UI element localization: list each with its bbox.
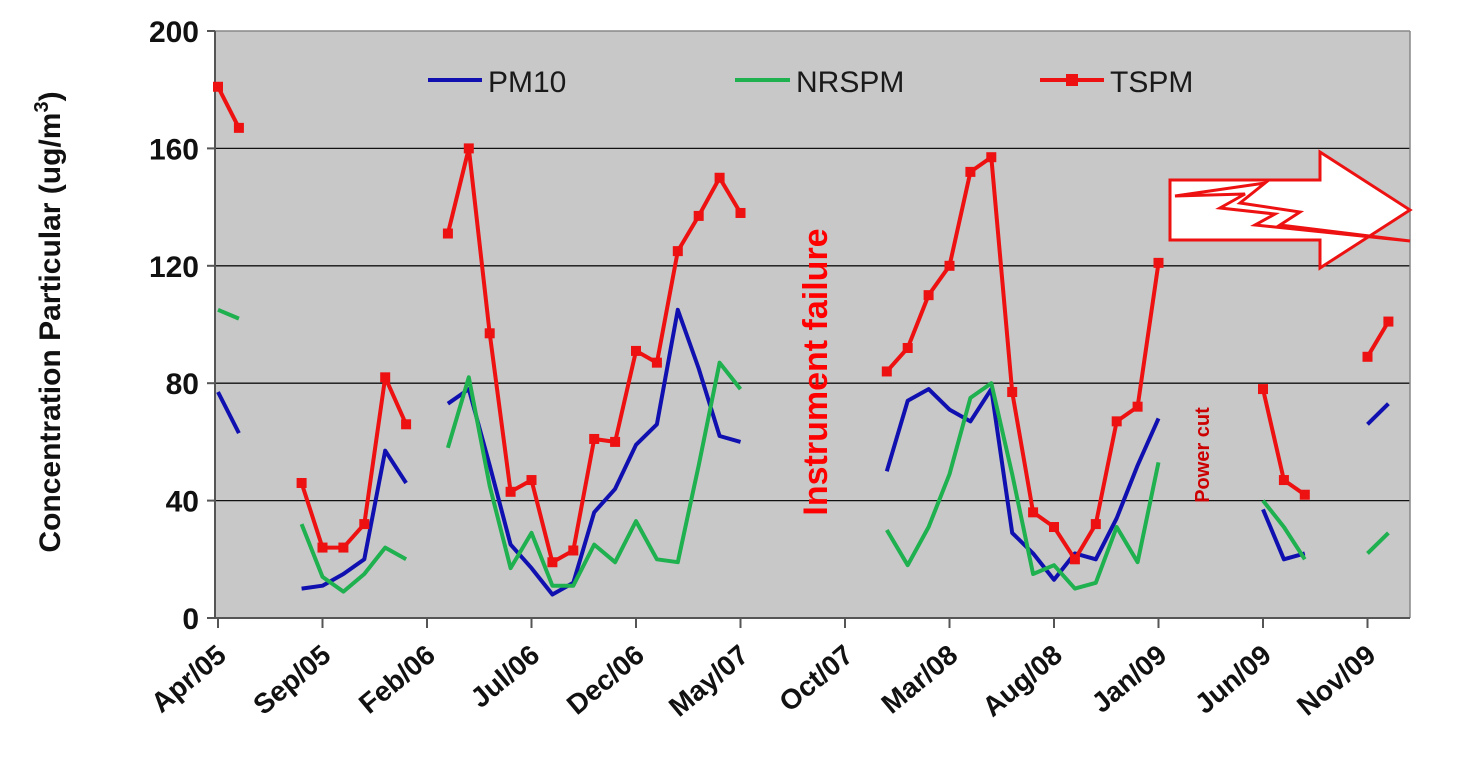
data-point-tspm [1153, 257, 1164, 268]
series-tspm [213, 81, 1394, 568]
y-axis-label: Concentration Particular (ug/m3) [31, 91, 67, 552]
data-point-tspm [547, 557, 558, 568]
legend-marker-tspm [1066, 74, 1078, 86]
x-tick-label: Apr/05 [145, 639, 232, 719]
data-point-tspm [1090, 519, 1101, 530]
data-point-tspm [965, 166, 976, 177]
data-point-tspm [317, 542, 328, 553]
y-tick-label: 80 [166, 368, 199, 401]
gridlines [215, 30, 1411, 618]
data-point-tspm [526, 475, 537, 486]
data-point-tspm [881, 366, 892, 377]
data-point-tspm [380, 372, 391, 383]
y-axis-label-main: Concentration Particular (ug/m [34, 113, 67, 553]
x-tick-label: May/07 [663, 639, 754, 723]
legend: PM10 NRSPM TSPM [428, 66, 1193, 99]
x-tick-label: Nov/09 [1291, 639, 1381, 722]
y-tick-label: 160 [149, 133, 199, 166]
x-tick-label: Jan/09 [1086, 639, 1173, 719]
data-point-tspm [923, 290, 934, 301]
series-line-nrspm [1261, 499, 1307, 561]
y-tick-label: 0 [182, 603, 199, 636]
x-tick-label: Jul/06 [465, 639, 546, 714]
data-point-tspm [442, 228, 453, 239]
series-line-nrspm [445, 360, 743, 588]
annotation-instrument-failure: Instrument failure [797, 228, 835, 515]
x-axis-ticks: Apr/05 Sep/05 Feb/06 Jul/06 Dec/06 May/07 Oct/… [145, 618, 1381, 723]
data-point-tspm [693, 210, 704, 221]
data-point-tspm [1278, 475, 1289, 486]
legend-label-tspm: TSPM [1110, 66, 1193, 99]
data-point-tspm [672, 246, 683, 257]
data-point-tspm [484, 328, 495, 339]
series-line-tspm [216, 85, 241, 129]
legend-label-pm10: PM10 [488, 66, 566, 99]
y-axis-label-end: ) [34, 91, 67, 101]
plot-area [215, 31, 1410, 618]
data-point-tspm [1111, 416, 1122, 427]
data-point-tspm [1299, 489, 1310, 500]
data-point-tspm [1383, 316, 1394, 327]
data-point-tspm [631, 345, 641, 356]
x-tick-label: Jun/09 [1189, 639, 1277, 720]
data-point-tspm [1007, 387, 1018, 398]
data-point-tspm [505, 486, 516, 497]
data-point-tspm [296, 477, 307, 488]
y-tick-label: 200 [149, 16, 199, 49]
y-tick-label: 40 [166, 486, 199, 519]
data-point-tspm [714, 172, 725, 183]
data-point-tspm [735, 207, 746, 218]
x-tick-label: Mar/08 [875, 639, 963, 720]
y-axis-ticks: 0 40 80 120 160 200 [149, 16, 215, 636]
y-axis-label-sup: 3 [31, 101, 53, 112]
x-tick-label: Oct/07 [773, 639, 859, 718]
x-tick-label: Sep/05 [247, 639, 336, 721]
series-line-pm10 [1261, 508, 1306, 562]
data-point-tspm [233, 122, 244, 133]
series-line-tspm [1365, 320, 1391, 358]
data-point-tspm [568, 545, 579, 556]
x-tick-label: Aug/08 [976, 639, 1067, 723]
series-line-nrspm [217, 307, 240, 321]
data-point-tspm [1049, 522, 1059, 533]
series-line-pm10 [301, 448, 408, 591]
series-line-nrspm [299, 523, 408, 594]
data-point-tspm [359, 519, 370, 530]
data-point-tspm [463, 143, 474, 154]
data-point-tspm [589, 433, 600, 444]
annotation-power-cut: Power cut [1192, 407, 1214, 503]
series-pm10 [216, 307, 1390, 597]
series-line-pm10 [216, 391, 241, 435]
data-point-tspm [986, 152, 997, 163]
data-point-tspm [1069, 554, 1080, 565]
series-line-pm10 [1366, 402, 1390, 426]
series-nrspm [217, 307, 1390, 594]
data-point-tspm [610, 436, 621, 447]
data-point-tspm [1132, 401, 1143, 412]
data-point-tspm [651, 357, 662, 368]
series-line-tspm [299, 375, 408, 550]
data-point-tspm [902, 342, 913, 353]
data-point-tspm [338, 542, 349, 553]
data-point-tspm [1028, 507, 1039, 518]
series-line-nrspm [1366, 531, 1390, 555]
data-point-tspm [944, 260, 955, 271]
series-line-pm10 [884, 387, 1161, 582]
data-point-tspm [1362, 351, 1373, 362]
series-line-nrspm [885, 381, 1161, 591]
lightning-bolt [1174, 180, 1411, 243]
lightning-arrow-icon [1168, 149, 1413, 271]
x-tick-label: Feb/06 [353, 639, 441, 720]
series-line-pm10 [446, 307, 742, 597]
data-point-tspm [1258, 384, 1268, 395]
y-tick-label: 120 [149, 251, 199, 284]
legend-label-nrspm: NRSPM [796, 66, 904, 99]
data-point-tspm [213, 81, 223, 92]
series-layer [213, 81, 1394, 597]
data-point-tspm [401, 419, 412, 430]
x-tick-label: Dec/06 [561, 639, 650, 721]
